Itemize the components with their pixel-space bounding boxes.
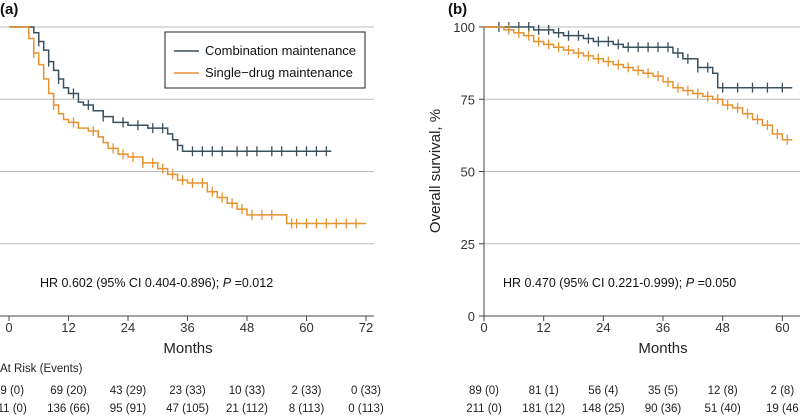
panel-a-x-tick-label: 36 [180, 320, 194, 335]
panel-a-x-ticks: 0 12 24 36 48 60 72 [5, 316, 373, 335]
panel-b-hr-annotation: HR 0.470 (95% CI 0.221-0.999); P =0.050 [503, 276, 736, 290]
panel-a-hr-annotation: HR 0.602 (95% CI 0.404-0.896); P =0.012 [40, 276, 273, 290]
panel-a-risk-cell: 211 (0) [0, 403, 27, 415]
panel-b-x-axis-title: Months [638, 340, 687, 357]
panel-a-x-tick-label: 72 [359, 320, 373, 335]
panel-a-curve-combination [9, 26, 332, 153]
panel-a-risk-cell: 2 (33) [291, 385, 321, 397]
panel-b-risk-cell: 148 (25) [582, 403, 625, 415]
panel-b-x-ticks: 0 12 24 36 48 60 [480, 316, 790, 335]
panel-b-series [484, 22, 793, 145]
panel-b-x-tick-label: 24 [596, 320, 610, 335]
panel-a-risk-cell: 136 (66) [47, 403, 90, 415]
panel-a-risk-table: 89 (0) 69 (20) 43 (29) 23 (33) 10 (33) 2 (33)… [0, 385, 384, 415]
panel-b-risk-cell: 56 (4) [588, 385, 618, 397]
panel-b-x-tick-label: 48 [715, 320, 729, 335]
panel-a-risk-cell: 8 (113) [289, 403, 325, 415]
panel-a-risk-cell: 89 (0) [0, 385, 24, 397]
panel-a-x-tick-label: 12 [61, 320, 75, 335]
panel-a-x-tick-label: 60 [299, 320, 313, 335]
panel-a-series [9, 26, 366, 229]
panel-b-y-tick-label: 50 [461, 165, 475, 180]
panel-a-risk-cell: 69 (20) [50, 385, 87, 397]
panel-b-y-ticks: 0 25 50 75 100 [453, 20, 484, 324]
panel-b-y-tick-label: 25 [461, 237, 475, 252]
panel-b-label: (b) [448, 1, 467, 18]
legend: Combination maintenance Single−drug main… [164, 31, 366, 89]
panel-b-y-tick-label: 100 [453, 20, 475, 35]
panel-b-y-tick-label: 75 [461, 92, 475, 107]
panel-a-x-tick-label: 48 [240, 320, 254, 335]
panel-b-risk-table: 89 (0) 81 (1) 56 (4) 35 (5) 12 (8) 2 (8) 211 (… [466, 385, 798, 415]
panel-b-y-tick-label: 0 [468, 309, 475, 324]
panel-a-risk-cell: 95 (91) [110, 403, 147, 415]
panel-a-risk-cell: 0 (33) [351, 385, 381, 397]
panel-a-risk-cell: 47 (105) [166, 403, 209, 415]
panel-a-risk-cell: 21 (112) [226, 403, 268, 415]
panel-b-x-tick-label: 60 [775, 320, 789, 335]
legend-label-single: Single−drug maintenance [205, 65, 353, 80]
panel-b-gridlines [483, 26, 800, 317]
panel-b-risk-cell: 19 (46 [766, 403, 799, 415]
panel-a-label: (a) [0, 1, 18, 18]
panel-b-risk-cell: 89 (0) [469, 385, 499, 397]
panel-a-x-tick-label: 24 [121, 320, 135, 335]
panel-a-risk-cell: 23 (33) [169, 385, 206, 397]
panel-a-risk-cell: 0 (113) [348, 403, 384, 415]
panel-a-gridlines [0, 26, 374, 317]
panel-b-risk-cell: 2 (8) [771, 385, 795, 397]
panel-b: (b) 0 25 50 75 100 0 12 24 36 48 60 Months Overal… [427, 1, 800, 415]
panel-b-risk-cell: 12 (8) [708, 385, 738, 397]
panel-b-x-tick-label: 12 [536, 320, 550, 335]
panel-b-risk-cell: 51 (40) [704, 403, 741, 415]
at-risk-title: At Risk (Events) [0, 363, 83, 375]
panel-b-curve-single [484, 26, 793, 141]
panel-b-y-axis-title: Overall survival, % [427, 109, 444, 233]
panel-a-x-axis-title: Months [163, 340, 212, 357]
panel-b-risk-cell: 90 (36) [645, 403, 682, 415]
legend-label-combination: Combination maintenance [205, 43, 356, 58]
panel-b-risk-cell: 181 (12) [522, 403, 565, 415]
panel-b-x-tick-label: 0 [480, 320, 487, 335]
panel-a-risk-cell: 10 (33) [229, 385, 266, 397]
legend-box [164, 31, 366, 89]
panel-a: (a) 0 12 24 36 48 60 72 Months Combination mai… [0, 1, 384, 415]
panel-b-risk-cell: 35 (5) [648, 385, 678, 397]
panel-a-x-tick-label: 0 [5, 320, 12, 335]
panel-b-risk-cell: 211 (0) [466, 403, 502, 415]
panel-b-risk-cell: 81 (1) [529, 385, 559, 397]
panel-a-risk-cell: 43 (29) [110, 385, 147, 397]
panel-b-x-tick-label: 36 [656, 320, 670, 335]
